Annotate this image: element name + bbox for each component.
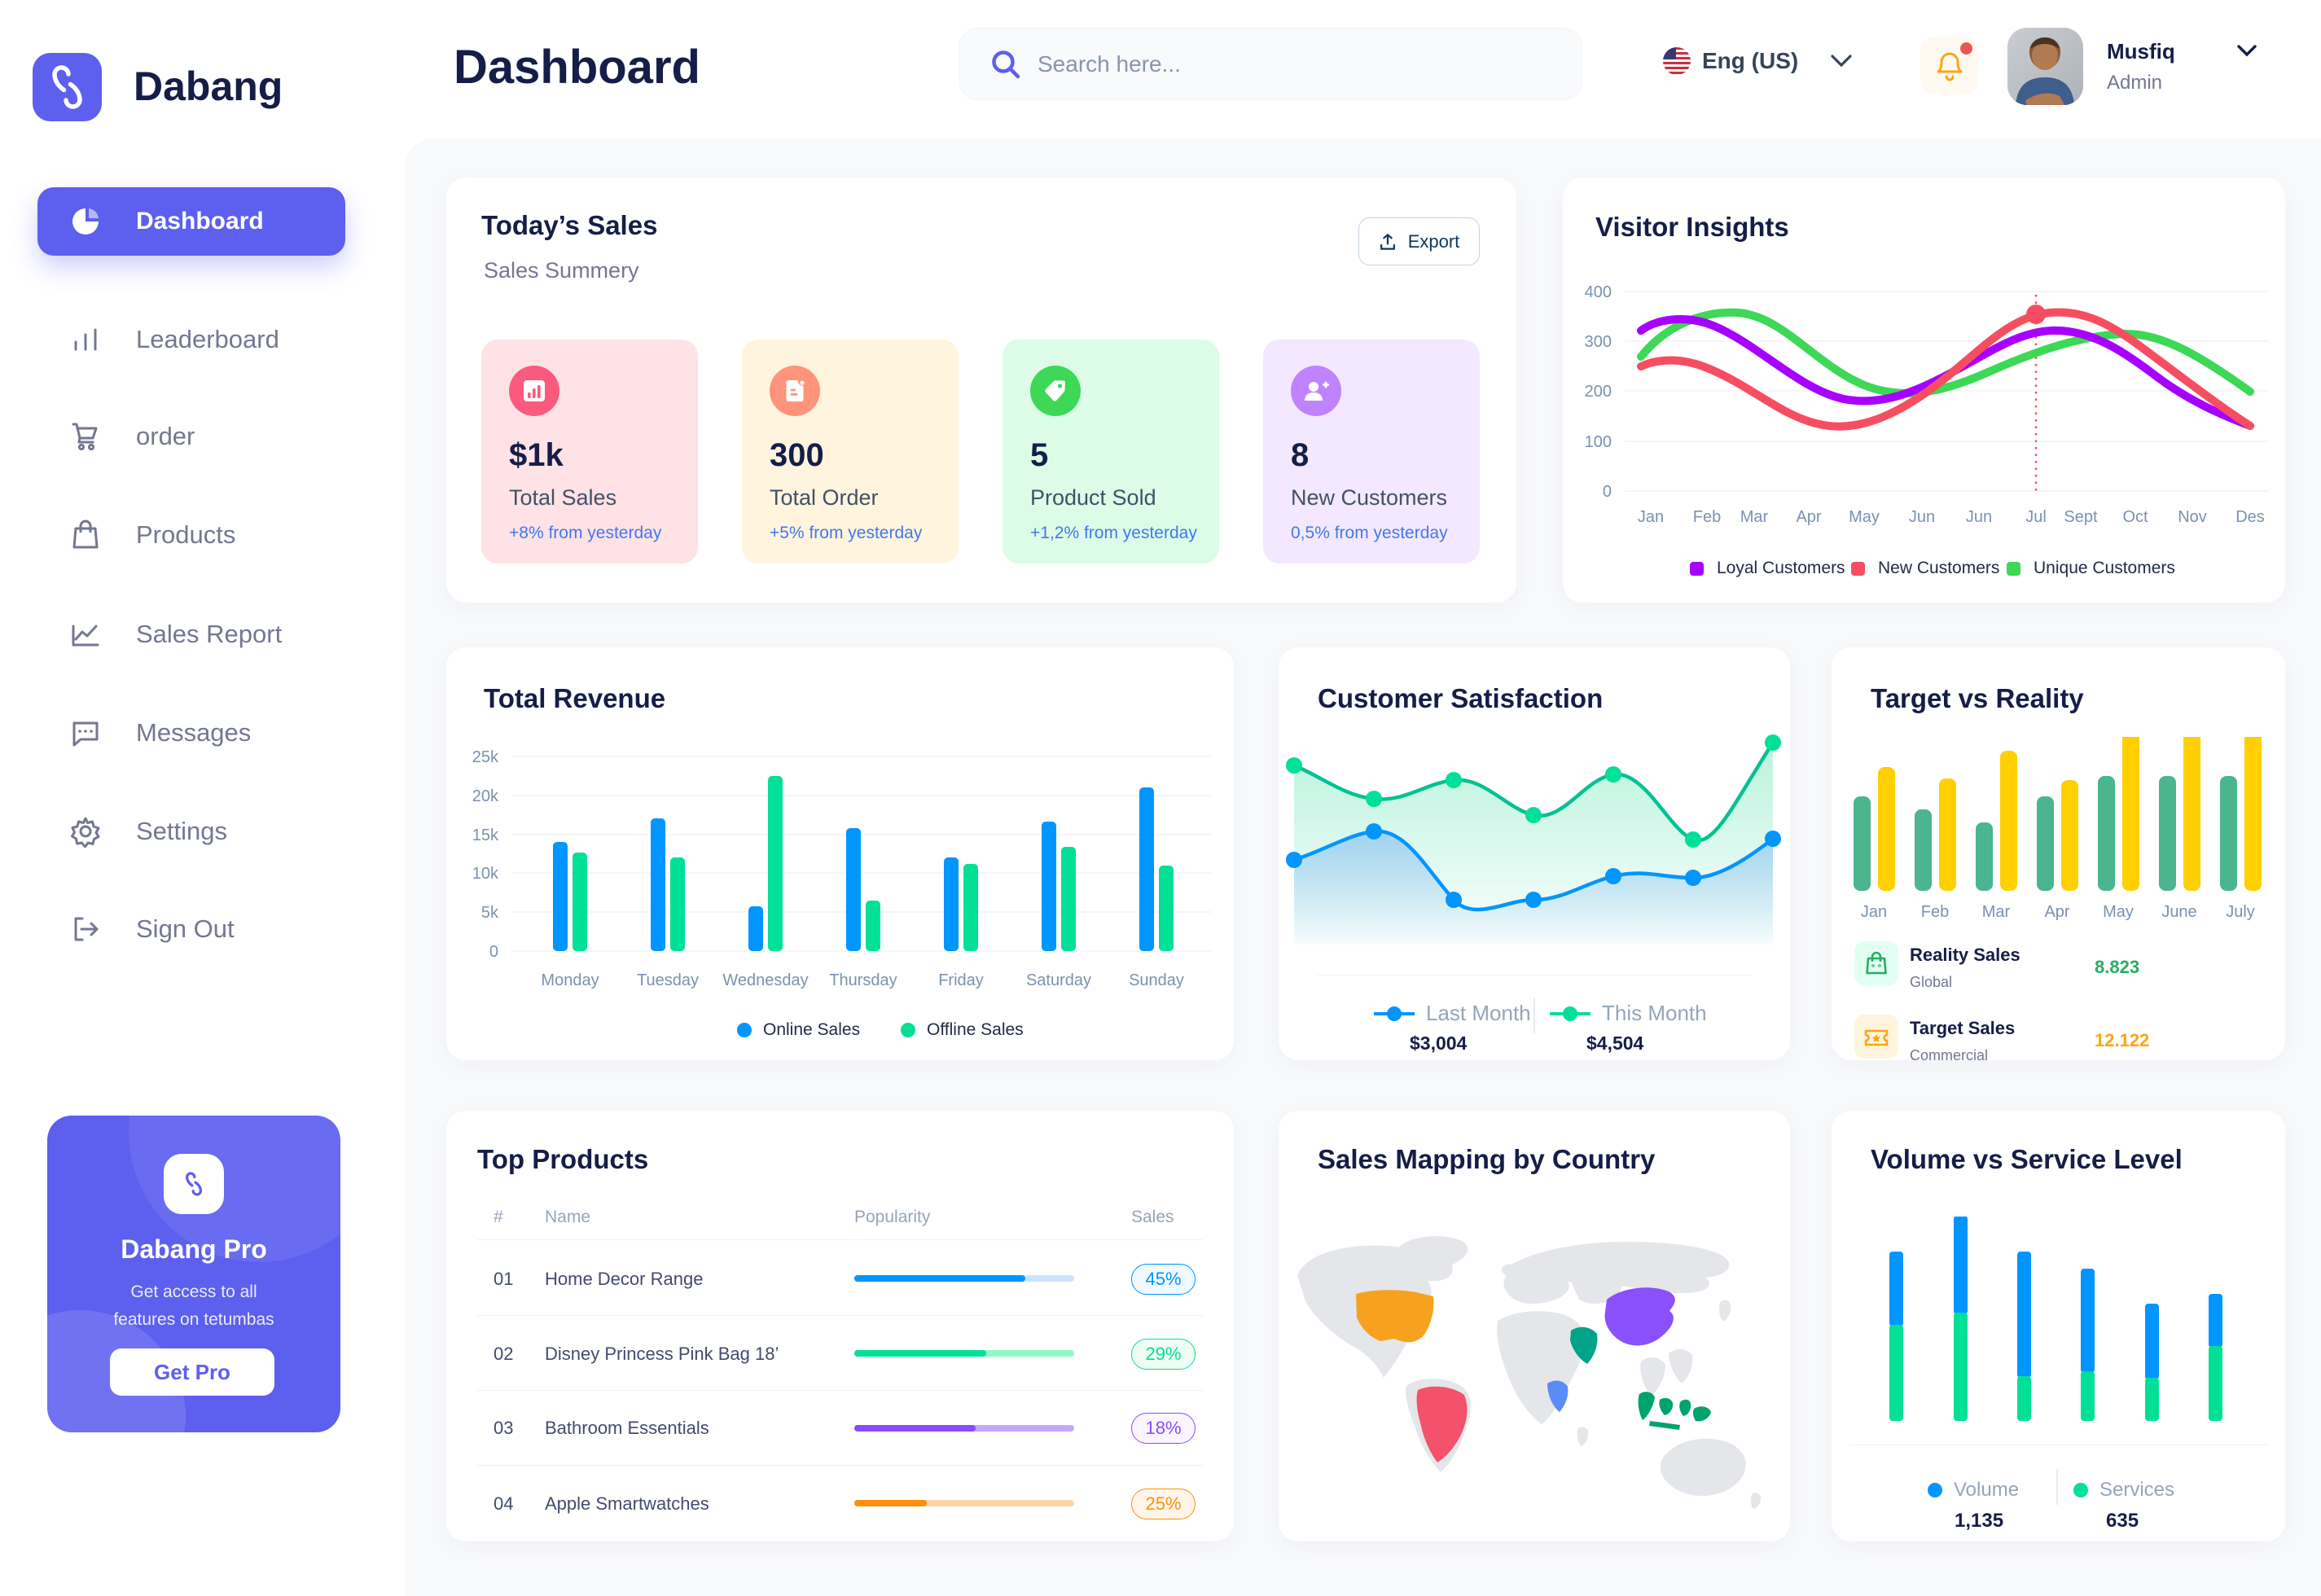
svg-text:Nov: Nov <box>2178 508 2207 526</box>
svg-text:Des: Des <box>2235 508 2265 526</box>
svg-text:Feb: Feb <box>1921 903 1949 921</box>
svg-text:Monday: Monday <box>541 971 599 989</box>
svg-text:100: 100 <box>1585 433 1612 451</box>
svg-text:300: 300 <box>1585 333 1612 351</box>
svg-text:Jul: Jul <box>2025 508 2047 526</box>
svg-text:June: June <box>2161 903 2196 921</box>
svg-text:Jan: Jan <box>1638 508 1664 526</box>
svg-text:Jun: Jun <box>1909 508 1935 526</box>
svg-text:May: May <box>1849 508 1880 526</box>
svg-text:Feb: Feb <box>1693 508 1721 526</box>
svg-text:5k: 5k <box>481 904 499 922</box>
svg-text:Tuesday: Tuesday <box>637 971 699 989</box>
svg-text:0: 0 <box>1603 483 1612 501</box>
svg-text:Sept: Sept <box>2064 508 2098 526</box>
svg-text:Jun: Jun <box>1966 508 1992 526</box>
svg-text:400: 400 <box>1585 283 1612 301</box>
svg-text:0: 0 <box>489 943 498 961</box>
svg-text:Wednesday: Wednesday <box>722 971 808 989</box>
svg-text:Sunday: Sunday <box>1129 971 1184 989</box>
svg-text:Oct: Oct <box>2122 508 2148 526</box>
svg-text:Mar: Mar <box>1740 508 1769 526</box>
svg-text:July: July <box>2226 903 2255 921</box>
svg-text:Jan: Jan <box>1861 903 1887 921</box>
svg-text:Apr: Apr <box>2044 903 2069 921</box>
svg-text:Mar: Mar <box>1982 903 2011 921</box>
svg-text:Apr: Apr <box>1796 508 1821 526</box>
svg-text:10k: 10k <box>472 865 499 883</box>
svg-text:200: 200 <box>1585 383 1612 401</box>
svg-text:20k: 20k <box>472 787 499 805</box>
svg-text:Friday: Friday <box>938 971 984 989</box>
svg-text:Saturday: Saturday <box>1026 971 1091 989</box>
svg-text:May: May <box>2103 903 2134 921</box>
svg-text:Thursday: Thursday <box>829 971 897 989</box>
svg-text:25k: 25k <box>472 748 499 766</box>
svg-text:15k: 15k <box>472 826 499 844</box>
